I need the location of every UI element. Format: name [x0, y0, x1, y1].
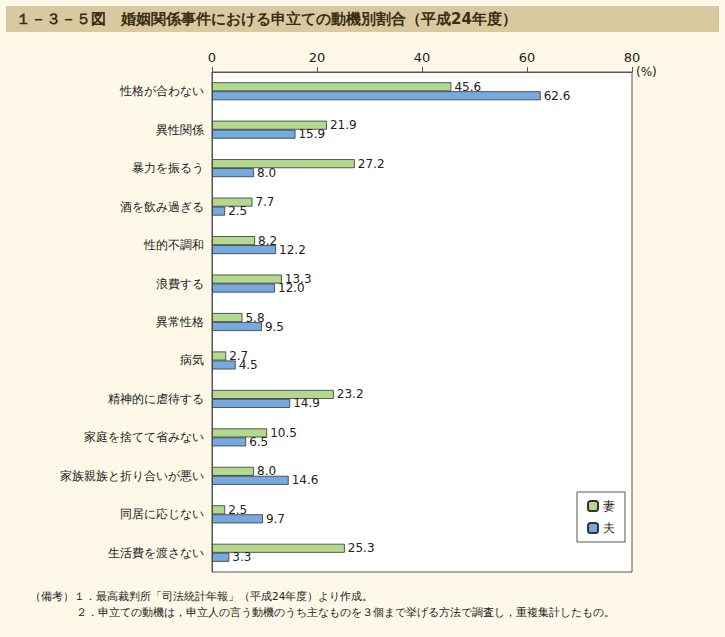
- svg-text:62.6: 62.6: [544, 89, 571, 103]
- svg-text:40: 40: [414, 50, 431, 65]
- svg-text:8.2: 8.2: [258, 234, 277, 248]
- svg-text:27.2: 27.2: [358, 157, 385, 171]
- svg-text:14.9: 14.9: [293, 396, 320, 410]
- svg-text:同居に応じない: 同居に応じない: [120, 507, 204, 521]
- svg-text:80: 80: [624, 50, 641, 65]
- svg-text:12.0: 12.0: [278, 281, 305, 295]
- svg-text:精神的に虐待する: 精神的に虐待する: [108, 392, 204, 406]
- html-text:（備考）１．最高裁判所「司法統計年報」（平成24年度）より作: （備考）１．最高裁判所「司法統計年報」（平成24年度）より作成。: [30, 590, 374, 602]
- svg-text:(%): (%): [636, 65, 657, 79]
- svg-text:暴力を振るう: 暴力を振るう: [132, 161, 204, 175]
- svg-text:8.0: 8.0: [257, 464, 276, 478]
- svg-text:2.5: 2.5: [228, 503, 247, 517]
- svg-text:15.9: 15.9: [298, 127, 325, 141]
- svg-text:14.6: 14.6: [292, 473, 319, 487]
- svg-text:60: 60: [519, 50, 536, 65]
- svg-text:4.5: 4.5: [239, 358, 258, 372]
- html-text:１－３－５図 婚姻関係事件における申立ての動機別割合（平成2: １－３－５図 婚姻関係事件における申立ての動機別割合（平成24年度）: [16, 10, 517, 28]
- svg-text:家庭を捨てて省みない: 家庭を捨てて省みない: [84, 430, 204, 444]
- svg-text:異常性格: 異常性格: [156, 315, 204, 329]
- svg-text:病気: 病気: [180, 353, 204, 367]
- svg-text:酒を飲み過ぎる: 酒を飲み過ぎる: [120, 200, 204, 214]
- svg-text:8.0: 8.0: [257, 166, 276, 180]
- svg-text:性的不調和: 性的不調和: [143, 238, 204, 252]
- svg-text:12.2: 12.2: [279, 243, 306, 257]
- svg-text:5.8: 5.8: [245, 311, 264, 325]
- svg-text:21.9: 21.9: [330, 118, 357, 132]
- svg-text:0: 0: [208, 50, 216, 65]
- svg-text:6.5: 6.5: [249, 435, 268, 449]
- svg-text:9.5: 9.5: [265, 320, 284, 334]
- svg-text:3.3: 3.3: [232, 550, 251, 564]
- svg-text:妻: 妻: [603, 499, 615, 513]
- svg-text:生活費を渡さない: 生活費を渡さない: [108, 546, 204, 560]
- svg-text:性格が合わない: 性格が合わない: [119, 84, 204, 98]
- svg-text:25.3: 25.3: [348, 541, 375, 555]
- svg-text:13.3: 13.3: [284, 272, 312, 286]
- svg-text:9.7: 9.7: [266, 512, 285, 526]
- svg-text:浪費する: 浪費する: [156, 277, 204, 291]
- svg-text:2.5: 2.5: [228, 204, 247, 218]
- svg-text:10.5: 10.5: [270, 426, 297, 440]
- svg-text:夫: 夫: [603, 521, 615, 535]
- svg-text:23.2: 23.2: [337, 387, 364, 401]
- html-text:２．申立ての動機は，申立人の言う動機のうち主なものを３個まで: ２．申立ての動機は，申立人の言う動機のうち主なものを３個まで挙げる方法で調査し，…: [76, 606, 615, 618]
- svg-text:2.7: 2.7: [229, 349, 249, 363]
- svg-text:45.6: 45.6: [454, 80, 481, 94]
- svg-text:20: 20: [309, 50, 326, 65]
- svg-text:異性関係: 異性関係: [156, 123, 204, 137]
- svg-text:家族親族と折り合いが悪い: 家族親族と折り合いが悪い: [60, 469, 204, 483]
- svg-text:7.7: 7.7: [255, 195, 274, 209]
